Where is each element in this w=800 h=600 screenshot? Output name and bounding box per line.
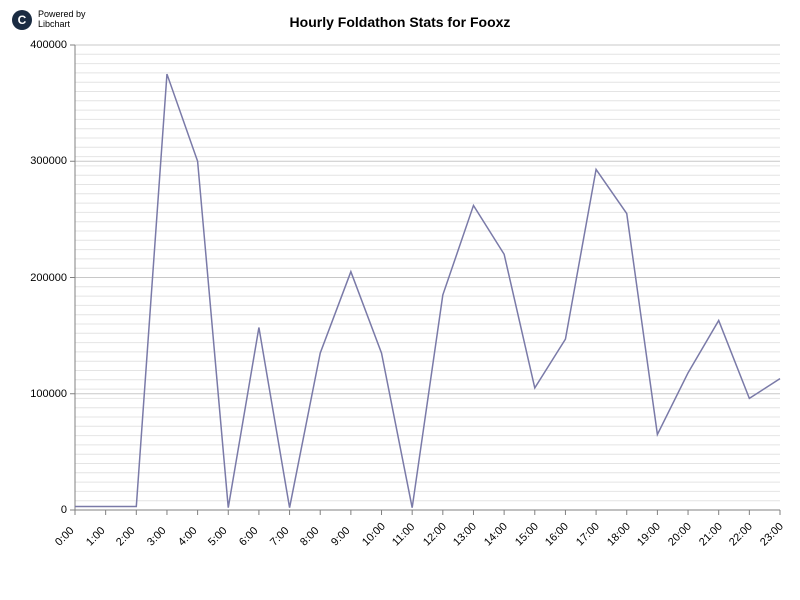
y-tick-label: 0 — [7, 504, 67, 516]
y-tick-label: 400000 — [7, 39, 67, 51]
y-tick-label: 300000 — [7, 155, 67, 167]
y-tick-label: 100000 — [7, 388, 67, 400]
y-tick-label: 200000 — [7, 272, 67, 284]
chart-container: { "logo": { "powered_by": "Powered by", … — [0, 0, 800, 600]
line-chart — [0, 0, 800, 600]
